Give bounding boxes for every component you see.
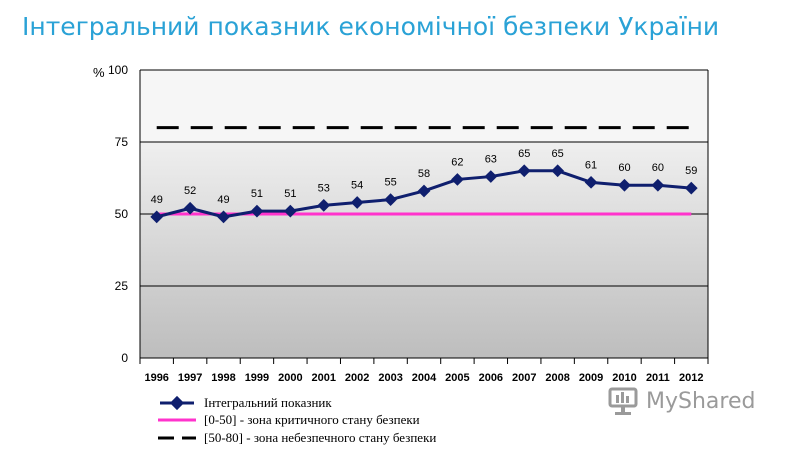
data-label: 65: [552, 148, 564, 160]
data-label: 65: [518, 148, 530, 160]
x-tick-label: 1998: [211, 372, 235, 384]
legend-item-danger: [50-80] - зона небезпечного стану безпек…: [158, 430, 436, 445]
data-label: 55: [384, 177, 396, 189]
data-point: [283, 204, 297, 218]
data-point: [384, 193, 397, 206]
x-tick-label: 2006: [479, 372, 503, 384]
data-point: [451, 173, 464, 186]
y-tick-label: 0: [121, 351, 128, 365]
x-tick-label: 2010: [612, 372, 636, 384]
x-tick-label: 2005: [445, 372, 469, 384]
data-label: 58: [418, 168, 430, 180]
data-label: 49: [151, 194, 163, 206]
legend-label-critical: [0-50] - зона критичного стану безпеки: [204, 412, 420, 427]
data-point: [317, 198, 331, 212]
data-point: [217, 210, 230, 224]
x-axis: 1996 1997 1998 1999 2000 2001 2002 2003 2004 2005…: [139, 358, 709, 384]
x-tick-label: 2000: [278, 372, 302, 384]
data-point: [183, 201, 197, 215]
legend-marker-series: [169, 395, 185, 411]
data-label: 51: [251, 188, 263, 200]
data-label: 59: [685, 165, 697, 177]
x-tick-label: 1999: [245, 372, 269, 384]
watermark-text: MyShared: [646, 388, 756, 414]
data-point: [417, 184, 431, 198]
legend-item-series: Інтегральний показник: [160, 395, 332, 411]
legend-label-series: Інтегральний показник: [204, 395, 332, 410]
x-tick-label: 2011: [646, 372, 670, 384]
legend: Інтегральний показник [0-50] - зона крит…: [158, 395, 436, 445]
data-point: [150, 210, 164, 224]
x-tick-label: 2009: [579, 372, 603, 384]
data-label: 54: [351, 179, 363, 191]
page-title: Інтегральний показник економічної безпек…: [22, 12, 720, 41]
x-tick-label: 2004: [412, 372, 437, 384]
data-label: 60: [652, 162, 664, 174]
watermark: MyShared: [606, 386, 755, 416]
data-label: 51: [284, 188, 296, 200]
plot-band-lower: [140, 142, 708, 358]
y-tick-label: 50: [115, 207, 129, 221]
plot-band-upper: [140, 70, 708, 142]
x-tick-label: 2002: [345, 372, 369, 384]
myshared-logo-icon: [608, 387, 638, 415]
plot-area: [140, 70, 708, 358]
data-label: 63: [485, 154, 497, 166]
data-label: 53: [318, 182, 330, 194]
x-tick-label: 1996: [144, 372, 168, 384]
y-tick-label: 100: [108, 63, 128, 77]
x-tick-label: 2007: [512, 372, 536, 384]
data-label: 62: [451, 156, 463, 168]
x-tick-label: 2012: [679, 372, 703, 384]
data-point: [350, 196, 364, 209]
legend-item-critical: [0-50] - зона критичного стану безпеки: [158, 412, 420, 427]
y-axis: 0 25 50 75 100%: [93, 63, 709, 365]
data-labels: 49 52 49 51 51 53 54 55 58 62 63 65 65 61 60 60 59: [151, 148, 698, 206]
y-tick-label: 75: [115, 135, 129, 149]
x-tick-label: 2001: [312, 372, 336, 384]
x-tick-label: 2008: [545, 372, 569, 384]
data-label: 61: [585, 159, 597, 171]
x-tick-label: 2003: [378, 372, 402, 384]
data-label: 60: [618, 162, 630, 174]
data-point: [484, 170, 498, 183]
legend-label-danger: [50-80] - зона небезпечного стану безпек…: [204, 430, 436, 445]
y-axis-label: %: [93, 65, 105, 80]
data-label: 49: [217, 194, 229, 206]
y-tick-label: 25: [115, 279, 129, 293]
data-label: 52: [184, 185, 196, 197]
x-tick-label: 1997: [178, 372, 202, 384]
